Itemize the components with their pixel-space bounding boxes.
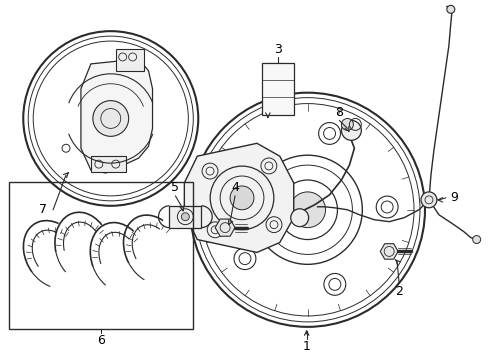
Polygon shape <box>215 219 235 236</box>
Text: 1: 1 <box>303 340 311 353</box>
Text: 4: 4 <box>231 181 239 194</box>
Text: 6: 6 <box>97 334 105 347</box>
Bar <box>9 182 193 329</box>
Bar <box>116 49 144 71</box>
Text: 9: 9 <box>450 192 458 204</box>
Circle shape <box>421 192 437 208</box>
Circle shape <box>93 100 129 136</box>
Polygon shape <box>380 244 398 259</box>
Circle shape <box>290 192 325 228</box>
Text: 2: 2 <box>395 285 403 298</box>
Circle shape <box>447 5 455 13</box>
Polygon shape <box>81 59 152 173</box>
Text: 8: 8 <box>336 106 343 119</box>
Circle shape <box>342 118 353 130</box>
Circle shape <box>230 186 254 210</box>
Text: 3: 3 <box>274 42 282 55</box>
Circle shape <box>342 121 361 140</box>
Text: 5: 5 <box>172 181 179 194</box>
Text: 7: 7 <box>39 203 47 216</box>
Circle shape <box>291 209 309 227</box>
Circle shape <box>181 213 189 221</box>
Circle shape <box>473 235 481 243</box>
Bar <box>262 63 294 114</box>
Polygon shape <box>184 143 294 252</box>
Bar <box>91 156 125 172</box>
Bar <box>170 206 201 228</box>
